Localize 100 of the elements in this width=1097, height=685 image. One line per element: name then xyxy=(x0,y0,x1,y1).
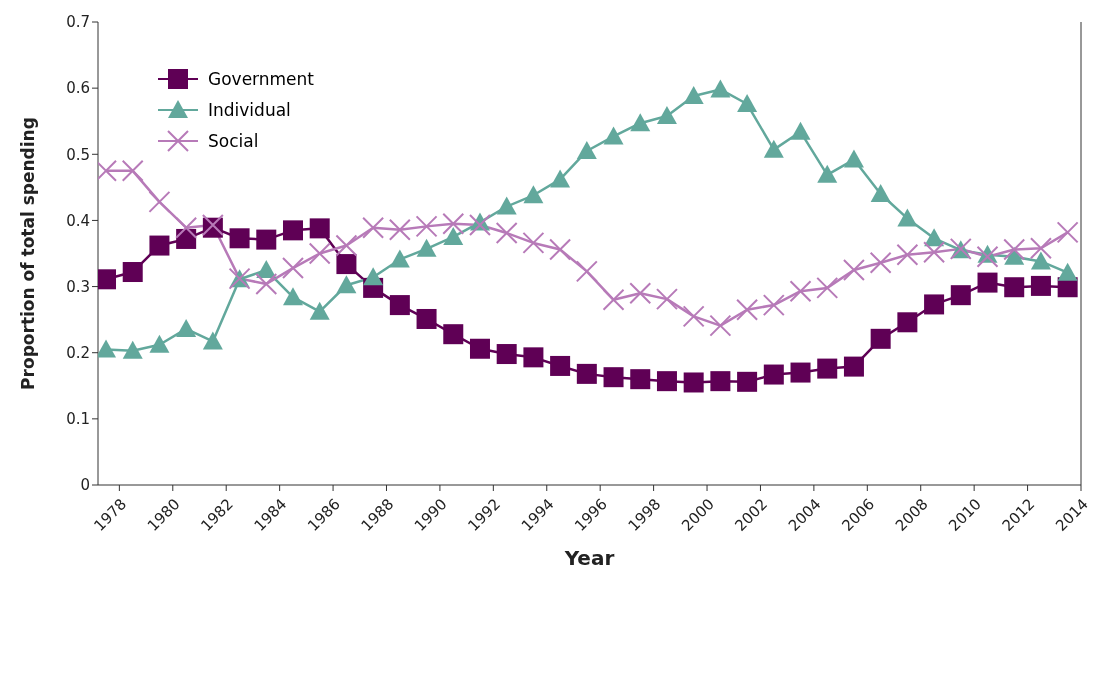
point xyxy=(523,185,544,204)
point xyxy=(576,140,597,159)
point xyxy=(122,262,143,283)
point xyxy=(309,218,330,239)
point xyxy=(897,208,918,227)
point xyxy=(1030,275,1051,296)
y-axis-title: Proportion of total spending xyxy=(18,117,39,390)
point xyxy=(843,356,864,377)
point xyxy=(790,362,811,383)
point xyxy=(762,294,785,317)
point xyxy=(817,164,838,183)
x-axis-title: Year xyxy=(563,546,615,570)
point xyxy=(121,159,144,182)
point xyxy=(202,331,223,350)
point xyxy=(496,344,517,365)
point xyxy=(282,257,304,280)
point xyxy=(843,149,864,168)
point xyxy=(710,79,731,98)
point xyxy=(362,216,385,239)
point xyxy=(442,212,465,235)
y-tick-label: 0.2 xyxy=(66,344,90,363)
point xyxy=(656,371,677,392)
point xyxy=(576,363,597,384)
point xyxy=(308,242,331,265)
point xyxy=(1004,277,1025,298)
point xyxy=(255,272,278,295)
point xyxy=(1056,221,1079,244)
point xyxy=(683,372,704,393)
point xyxy=(603,126,624,145)
point xyxy=(98,269,117,290)
point xyxy=(976,245,999,268)
point xyxy=(176,318,197,337)
point xyxy=(229,228,250,249)
point xyxy=(336,275,357,294)
point xyxy=(469,338,490,359)
point xyxy=(309,301,330,320)
point xyxy=(122,340,143,359)
point xyxy=(149,334,170,353)
point xyxy=(175,216,198,239)
point xyxy=(416,238,437,257)
legend-label: Individual xyxy=(208,99,291,120)
y-tick-label: 0.5 xyxy=(66,145,90,164)
legend-label: Social xyxy=(208,130,259,151)
point xyxy=(1057,262,1078,281)
point xyxy=(629,282,652,305)
point xyxy=(256,260,277,279)
point xyxy=(443,324,464,345)
point xyxy=(98,339,117,358)
point xyxy=(1030,251,1051,270)
y-tick-label: 0.6 xyxy=(66,79,90,98)
point xyxy=(575,260,598,283)
point xyxy=(336,254,357,275)
point xyxy=(709,314,732,337)
point xyxy=(550,355,571,376)
point xyxy=(549,238,572,261)
y-tick-label: 0.3 xyxy=(66,277,90,296)
point xyxy=(842,259,865,282)
point xyxy=(415,215,438,238)
point xyxy=(870,183,891,202)
point xyxy=(870,328,891,349)
point xyxy=(869,251,892,274)
point xyxy=(1003,238,1026,261)
point xyxy=(683,86,704,105)
point xyxy=(283,287,303,306)
point xyxy=(789,280,812,303)
point xyxy=(148,190,171,213)
point xyxy=(923,241,946,264)
point xyxy=(630,113,651,132)
point xyxy=(655,288,678,311)
point xyxy=(816,276,839,299)
y-tick-label: 0.7 xyxy=(66,13,90,32)
point xyxy=(495,222,518,244)
point xyxy=(924,294,945,315)
point xyxy=(389,249,410,268)
point xyxy=(896,243,919,266)
point xyxy=(523,347,544,368)
point xyxy=(149,235,170,256)
point xyxy=(737,94,758,113)
point xyxy=(897,312,918,333)
point xyxy=(736,298,759,321)
point xyxy=(656,105,677,124)
point xyxy=(468,214,491,237)
point xyxy=(335,234,358,257)
point xyxy=(388,218,411,241)
point xyxy=(603,367,624,388)
point xyxy=(416,308,437,329)
point xyxy=(363,267,384,286)
point xyxy=(790,121,811,140)
point xyxy=(256,229,277,250)
point xyxy=(977,272,998,293)
point xyxy=(550,169,571,188)
point xyxy=(710,371,731,392)
point xyxy=(1029,237,1052,260)
y-tick-label: 0.4 xyxy=(66,211,90,230)
point xyxy=(763,364,784,385)
point xyxy=(737,371,758,392)
point xyxy=(817,358,838,379)
y-tick-label: 0.1 xyxy=(66,410,90,429)
point xyxy=(602,288,625,311)
point xyxy=(443,226,464,245)
